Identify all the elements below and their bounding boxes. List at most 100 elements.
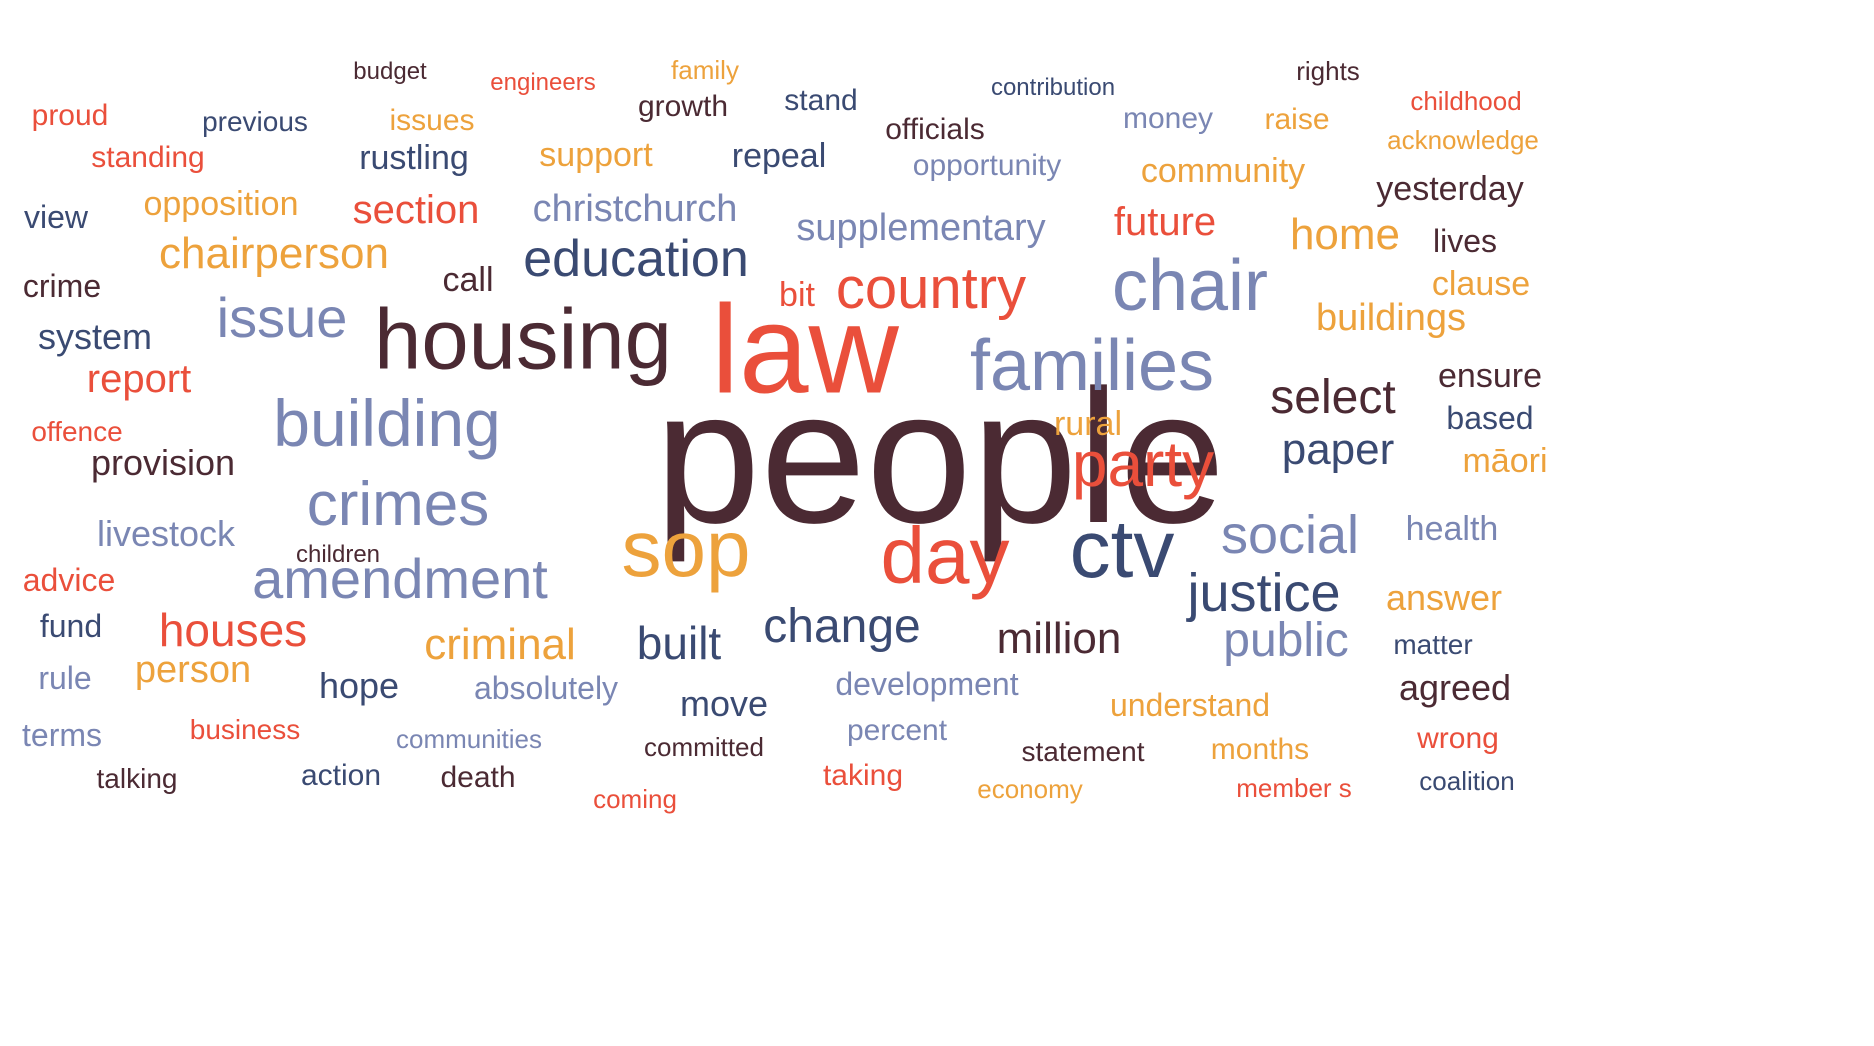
cloud-word-support: support [539, 136, 653, 174]
cloud-word-offence: offence [31, 416, 123, 447]
cloud-word-money: money [1122, 102, 1214, 135]
cloud-word-proud: proud [31, 99, 109, 132]
cloud-word-chairperson: chairperson [159, 229, 389, 278]
cloud-word-building: building [273, 386, 501, 460]
cloud-word-yesterday: yesterday [1376, 170, 1524, 208]
cloud-word-home: home [1289, 210, 1401, 259]
cloud-word-crime: crime [22, 268, 102, 304]
cloud-word-buildings: buildings [1316, 297, 1466, 339]
cloud-word-raise: raise [1264, 103, 1330, 136]
cloud-word-business: business [189, 714, 301, 745]
cloud-word-rights: rights [1296, 56, 1360, 86]
cloud-word-view: view [23, 199, 89, 235]
cloud-word-engineers: engineers [490, 69, 596, 96]
cloud-word-call: call [442, 261, 494, 299]
cloud-word-repeal: repeal [731, 137, 827, 175]
cloud-word-contribution: contribution [990, 74, 1116, 101]
cloud-word-law: law [711, 280, 899, 420]
cloud-word-development: development [835, 666, 1019, 702]
cloud-word-chair: chair [1111, 246, 1269, 326]
cloud-word-hope: hope [318, 665, 400, 706]
cloud-word-clause: clause [1431, 265, 1531, 303]
cloud-word-health: health [1405, 510, 1499, 548]
cloud-word-answer: answer [1385, 577, 1503, 618]
cloud-word-supplementary: supplementary [796, 207, 1046, 249]
cloud-word-officials: officials [885, 113, 985, 146]
cloud-word-fund: fund [39, 608, 103, 644]
cloud-word-country: country [835, 256, 1027, 321]
cloud-word-opportunity: opportunity [912, 149, 1062, 182]
cloud-word-budget: budget [353, 58, 427, 85]
cloud-word-rule: rule [38, 660, 92, 696]
cloud-word-committed: committed [644, 732, 764, 762]
cloud-word-economy: economy [977, 774, 1083, 804]
cloud-word-sop: sop [621, 504, 751, 593]
cloud-word-taking: taking [822, 759, 904, 792]
cloud-word-action: action [300, 759, 382, 792]
cloud-word-people: people [654, 351, 1226, 563]
cloud-word-future: future [1113, 200, 1217, 244]
cloud-word-education: education [523, 230, 749, 288]
cloud-word-rural: rural [1053, 405, 1123, 443]
cloud-word-acknowledge: acknowledge [1387, 125, 1539, 155]
cloud-word-based: based [1446, 400, 1534, 436]
cloud-word-report: report [86, 357, 192, 401]
cloud-word-amendment: amendment [252, 547, 548, 610]
cloud-word-member-s: member s [1236, 773, 1352, 803]
cloud-word-talking: talking [96, 763, 178, 794]
cloud-word-statement: statement [1021, 736, 1145, 767]
cloud-word-public: public [1223, 614, 1349, 667]
cloud-word-matter: matter [1393, 629, 1473, 660]
cloud-word-built: built [636, 617, 722, 669]
cloud-word-community: community [1140, 152, 1306, 190]
cloud-word-criminal: criminal [424, 620, 576, 669]
cloud-word-ctv: ctv [1069, 504, 1175, 595]
cloud-word-justice: justice [1187, 563, 1341, 623]
cloud-word-issue: issue [216, 286, 348, 349]
cloud-word-ensure: ensure [1438, 357, 1542, 395]
cloud-word-growth: growth [637, 90, 729, 123]
cloud-word-party: party [1071, 428, 1215, 500]
cloud-word-families: families [969, 326, 1215, 406]
cloud-word-percent: percent [846, 714, 948, 747]
cloud-word-terms: terms [22, 717, 102, 753]
cloud-word-crimes: crimes [306, 470, 490, 539]
cloud-word-māori: māori [1462, 442, 1548, 480]
cloud-word-coming: coming [593, 784, 677, 814]
cloud-word-wrong: wrong [1417, 722, 1499, 755]
cloud-word-agreed: agreed [1398, 667, 1512, 708]
cloud-word-family: family [671, 55, 739, 85]
cloud-word-change: change [763, 600, 921, 653]
cloud-word-bit: bit [779, 276, 815, 314]
cloud-word-opposition: opposition [143, 185, 299, 223]
cloud-word-select: select [1270, 371, 1396, 424]
cloud-word-advice: advice [22, 562, 116, 598]
cloud-word-day: day [880, 511, 1010, 600]
cloud-word-standing: standing [91, 141, 205, 174]
cloud-word-million: million [996, 614, 1122, 663]
cloud-word-months: months [1210, 733, 1310, 766]
cloud-word-issues: issues [389, 104, 475, 137]
cloud-word-lives: lives [1432, 223, 1498, 259]
cloud-word-houses: houses [158, 604, 308, 656]
cloud-word-childhood: childhood [1410, 86, 1522, 116]
cloud-word-rustling: rustling [359, 139, 469, 177]
cloud-word-move: move [679, 683, 769, 724]
cloud-word-paper: paper [1281, 425, 1395, 474]
cloud-word-person: person [134, 649, 252, 691]
cloud-word-social: social [1220, 505, 1360, 565]
cloud-word-section: section [352, 188, 480, 232]
cloud-word-death: death [440, 761, 516, 794]
cloud-word-stand: stand [784, 84, 858, 117]
cloud-word-provision: provision [90, 442, 236, 483]
cloud-word-previous: previous [202, 106, 308, 137]
cloud-word-livestock: livestock [96, 513, 236, 554]
cloud-word-communities: communities [396, 724, 542, 754]
cloud-word-absolutely: absolutely [473, 670, 619, 706]
cloud-word-understand: understand [1109, 687, 1271, 723]
cloud-word-housing: housing [374, 292, 672, 388]
cloud-word-children: children [295, 541, 381, 568]
cloud-word-system: system [37, 316, 153, 357]
cloud-word-coalition: coalition [1419, 766, 1515, 796]
